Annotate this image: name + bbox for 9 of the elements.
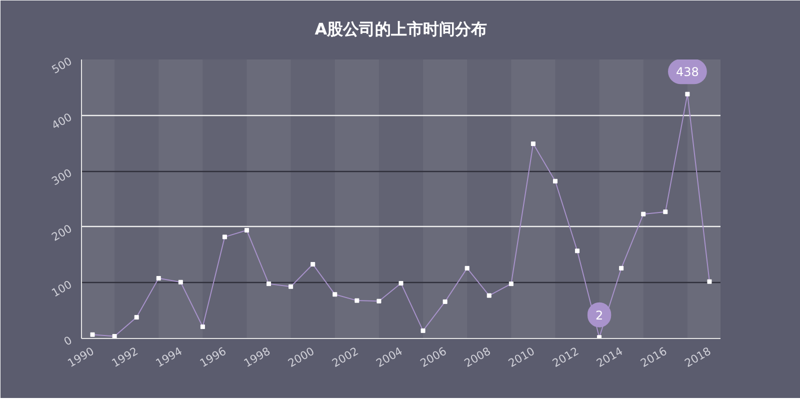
chart-title: A股公司的上市时间分布: [314, 20, 488, 38]
y-tick-label: 400: [50, 110, 74, 132]
y-tick-label: 300: [50, 166, 74, 188]
y-tick-label: 100: [50, 278, 74, 300]
y-tick-label: 0: [62, 334, 74, 348]
data-label: 438: [676, 65, 699, 80]
y-tick-label: 500: [50, 54, 74, 76]
data-label: 2: [595, 308, 604, 322]
y-tick-label: 200: [50, 222, 74, 244]
